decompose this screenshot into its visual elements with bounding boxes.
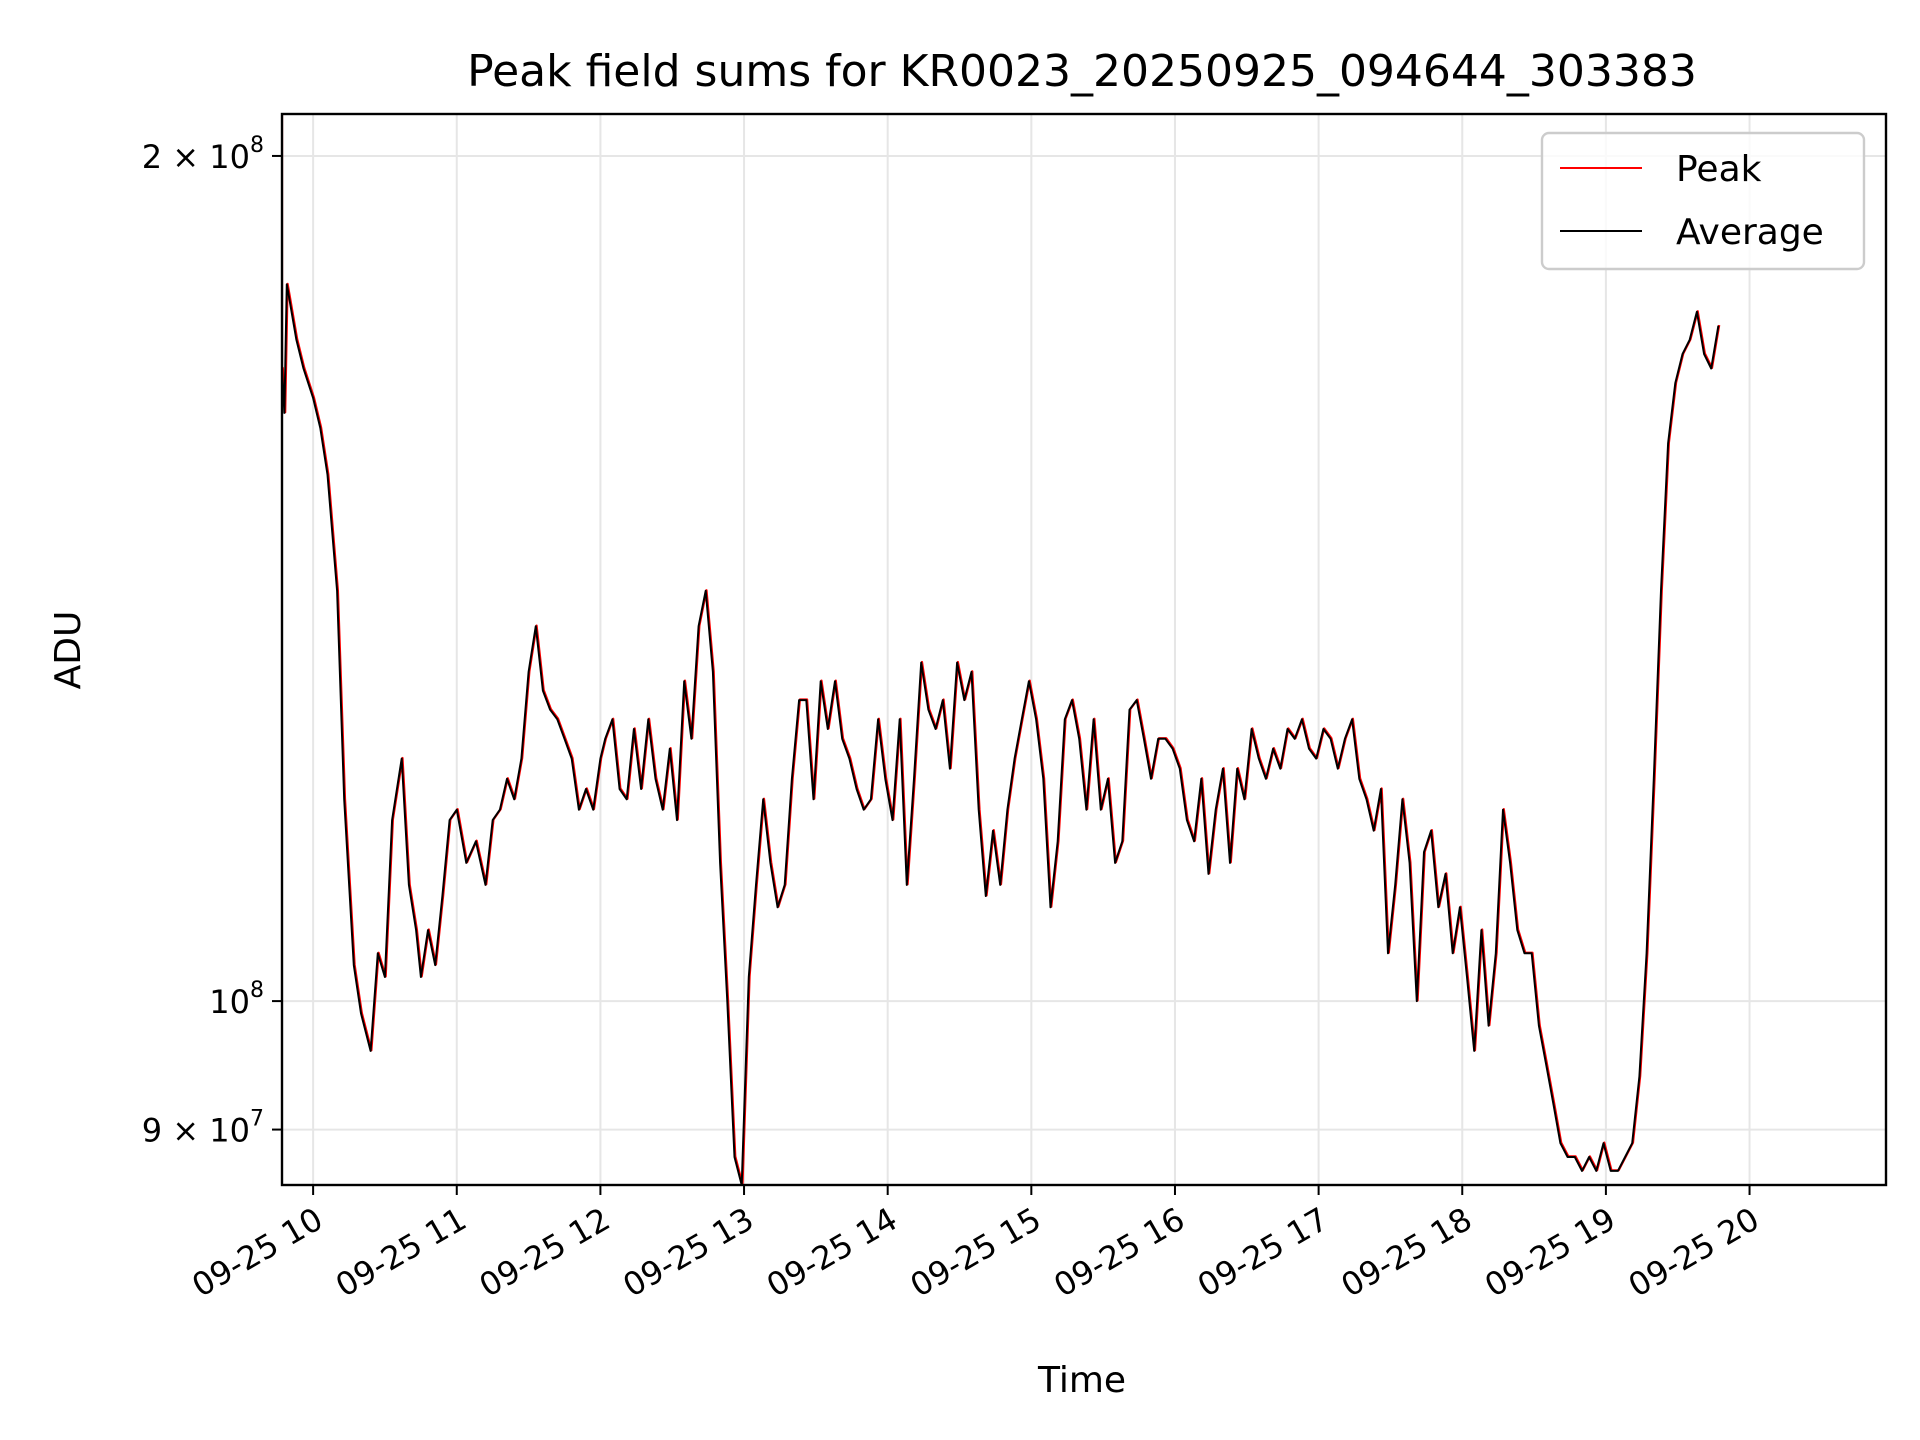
series-line-average <box>282 283 1720 1185</box>
grid-lines <box>282 114 1886 1185</box>
chart-title: Peak field sums for KR0023_20250925_0946… <box>467 46 1697 97</box>
y-axis-ticks: 2 × 108 108 9 × 107 <box>142 133 282 1150</box>
legend: Peak Average <box>1540 131 1866 271</box>
plot-frame <box>280 112 1888 1187</box>
y-tick-label: 9 × 107 <box>142 1107 264 1150</box>
plot-lines <box>282 114 1721 1185</box>
y-axis-label: ADU <box>48 611 89 690</box>
legend-label-peak: Peak <box>1676 149 1762 190</box>
y-tick-label: 108 <box>209 978 264 1021</box>
y-tick-label: 2 × 108 <box>142 133 264 176</box>
x-axis-label: Time <box>1037 1360 1126 1401</box>
legend-label-average: Average <box>1676 212 1824 253</box>
